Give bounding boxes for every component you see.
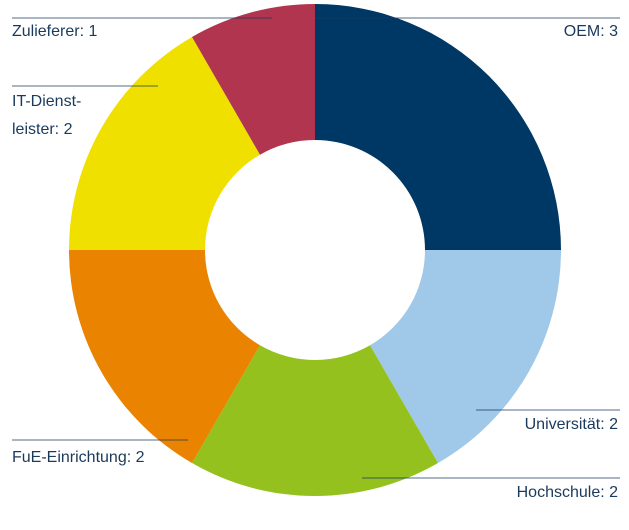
data-label: FuE-Einrichtung: 2 — [12, 449, 145, 466]
data-label: leister: 2 — [12, 121, 73, 138]
data-label: IT-Dienst- — [12, 93, 81, 110]
donut-slice — [315, 4, 561, 250]
donut-slice — [370, 250, 561, 464]
donut-slice — [69, 250, 260, 464]
data-label: OEM: 3 — [564, 23, 618, 40]
donut-slice — [192, 4, 315, 155]
data-label: Zulieferer: 1 — [12, 23, 97, 40]
donut-slice — [69, 36, 260, 251]
donut-slice — [192, 345, 438, 496]
data-label: Universität: 2 — [525, 416, 618, 433]
data-label: Hochschule: 2 — [517, 484, 618, 501]
